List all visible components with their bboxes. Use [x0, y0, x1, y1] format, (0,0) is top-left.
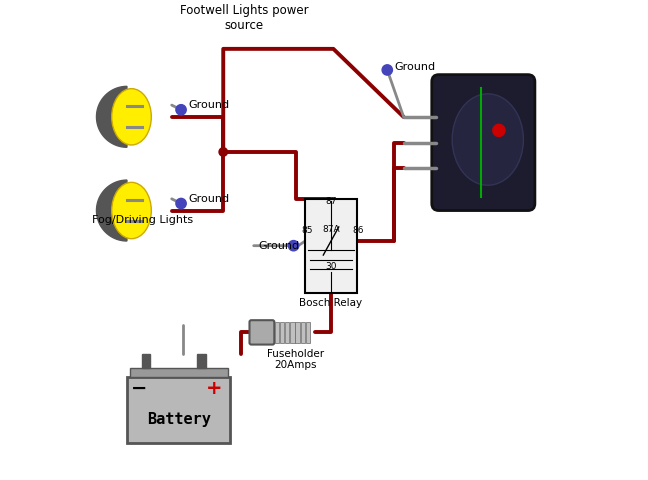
Bar — [305, 199, 357, 292]
Text: +: + — [205, 379, 222, 398]
Text: Battery: Battery — [147, 411, 211, 427]
Text: Ground: Ground — [259, 240, 299, 251]
Bar — [295, 322, 300, 343]
Text: 87: 87 — [325, 197, 337, 205]
Polygon shape — [97, 86, 127, 147]
Text: 30: 30 — [325, 262, 337, 271]
Text: Fuseholder
20Amps: Fuseholder 20Amps — [268, 349, 325, 371]
Bar — [280, 322, 284, 343]
Bar — [275, 322, 279, 343]
Text: 87A: 87A — [323, 225, 340, 234]
Circle shape — [493, 124, 505, 136]
Circle shape — [176, 105, 186, 115]
Bar — [306, 322, 310, 343]
Circle shape — [176, 198, 186, 209]
Bar — [141, 354, 150, 369]
Text: −: − — [131, 379, 147, 398]
Text: Bosch Relay: Bosch Relay — [299, 298, 363, 308]
Text: Ground: Ground — [188, 194, 229, 204]
Text: Ground: Ground — [188, 100, 229, 110]
Text: Footwell Lights power
source: Footwell Lights power source — [180, 4, 308, 33]
Bar — [301, 322, 305, 343]
Text: 85: 85 — [302, 226, 314, 235]
FancyBboxPatch shape — [249, 320, 274, 345]
Ellipse shape — [111, 89, 152, 145]
Text: 86: 86 — [352, 226, 364, 235]
Circle shape — [219, 148, 227, 156]
Bar — [285, 322, 290, 343]
Bar — [290, 322, 295, 343]
Circle shape — [288, 240, 299, 251]
Circle shape — [382, 65, 393, 75]
FancyBboxPatch shape — [432, 74, 535, 211]
Polygon shape — [97, 180, 127, 241]
Bar — [197, 354, 205, 369]
Text: Fog/Driving Lights: Fog/Driving Lights — [92, 215, 193, 225]
Ellipse shape — [452, 94, 524, 185]
Text: Ground: Ground — [394, 61, 435, 72]
Bar — [127, 377, 230, 443]
Ellipse shape — [111, 182, 152, 239]
Bar — [130, 369, 228, 377]
